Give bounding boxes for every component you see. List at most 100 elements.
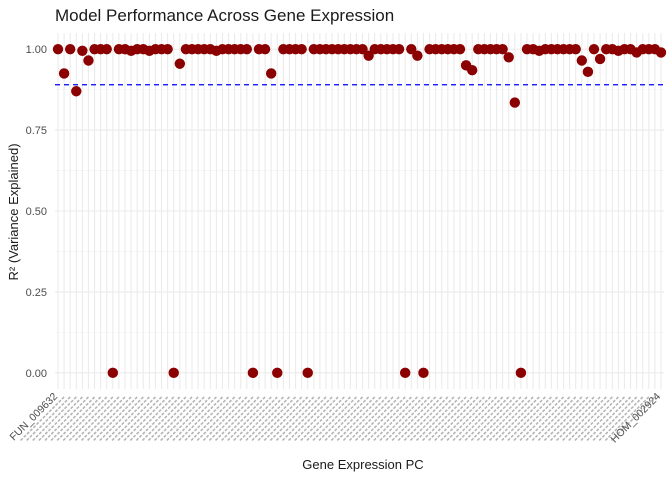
x-tick-label-glyphs <box>110 396 157 442</box>
x-tick-label-glyphs <box>92 396 138 442</box>
data-point <box>58 68 70 79</box>
x-tick-label-glyphs <box>445 396 492 442</box>
x-tick-label-glyphs <box>299 396 345 442</box>
x-tick-label-glyphs <box>391 396 437 442</box>
x-tick-label-glyphs <box>354 396 400 442</box>
x-tick-label-glyphs <box>458 396 504 442</box>
x-tick-label-glyphs <box>129 396 175 442</box>
data-point <box>83 55 94 66</box>
x-tick-label-glyphs <box>427 396 473 442</box>
x-tick-label-glyphs <box>135 396 181 442</box>
data-point <box>241 43 253 55</box>
x-tick-label-glyphs <box>190 396 236 442</box>
x-tick-label-glyphs <box>506 396 552 442</box>
x-tick-label-glyphs <box>555 396 601 442</box>
x-tick-label-glyphs <box>159 396 205 442</box>
x-tick-label-glyphs <box>153 396 199 442</box>
x-tick-label-glyphs <box>415 396 461 442</box>
x-tick-label-glyphs <box>512 396 559 442</box>
x-tick-label-glyphs <box>518 396 565 442</box>
x-tick-label-glyphs <box>464 396 510 442</box>
x-tick-label-glyphs <box>336 396 382 442</box>
x-tick-label-glyphs <box>324 396 370 442</box>
data-point <box>393 43 405 55</box>
data-point <box>570 43 581 55</box>
data-point <box>168 367 179 379</box>
grid <box>55 33 664 389</box>
data-point <box>162 43 173 55</box>
data-point <box>302 367 313 379</box>
x-tick-label-glyphs <box>214 396 260 442</box>
y-axis-title: R² (Variance Explained) <box>6 143 21 280</box>
data-point <box>174 58 186 69</box>
data-point <box>576 55 588 66</box>
data-point <box>503 52 514 63</box>
x-tick-label-glyphs <box>348 396 394 442</box>
y-tick-label: 0.25 <box>26 287 47 299</box>
data-point <box>64 43 76 55</box>
x-tick-label-glyphs <box>360 396 406 442</box>
data-point <box>582 66 594 78</box>
x-tick-label-glyphs <box>171 396 217 442</box>
x-tick-label-glyphs <box>317 396 364 442</box>
x-tick-label-glyphs <box>311 396 358 442</box>
x-tick-label-glyphs <box>68 396 114 442</box>
x-axis-title: Gene Expression PC <box>302 457 423 472</box>
x-tick-label-glyphs <box>421 396 467 442</box>
x-tick-label-glyphs <box>384 396 431 442</box>
data-point <box>655 47 667 58</box>
x-tick-label-glyphs <box>37 396 83 442</box>
x-tick-label-glyphs <box>116 396 163 442</box>
x-tick-label-glyphs <box>531 396 577 442</box>
x-tick-label-glyphs <box>476 396 522 442</box>
x-tick-label-glyphs <box>56 396 102 442</box>
x-tick-label-glyphs <box>232 396 278 442</box>
x-tick-label-glyphs <box>573 396 619 442</box>
data-point <box>509 97 521 108</box>
x-tick-label-glyphs <box>305 396 351 442</box>
x-tick-label-glyphs <box>579 396 626 442</box>
data-point <box>52 43 64 55</box>
x-tick-label-glyphs <box>610 396 656 442</box>
x-tick-label-glyphs <box>439 396 485 442</box>
data-point <box>466 65 478 76</box>
x-tick-label-glyphs <box>123 396 169 442</box>
x-tick-label-glyphs <box>451 396 498 442</box>
x-tick-label-glyphs <box>25 396 71 442</box>
x-tick-label-glyphs <box>269 396 315 442</box>
x-tick-label-glyphs <box>62 396 108 442</box>
x-tick-label-glyphs <box>74 396 120 442</box>
data-point <box>259 43 271 55</box>
y-tick-label: 0.50 <box>26 206 47 218</box>
x-tick-label-glyphs <box>488 396 534 442</box>
x-tick-label-glyphs <box>482 396 528 442</box>
x-tick-label-glyphs <box>98 396 144 442</box>
x-tick-label-glyphs <box>86 396 132 442</box>
x-tick-label-glyphs <box>287 396 333 442</box>
x-tick-label-glyphs <box>330 396 376 442</box>
data-point <box>399 367 411 379</box>
x-tick-label-glyphs <box>598 396 644 442</box>
x-tick-label-glyphs <box>147 396 193 442</box>
x-tick-label-glyphs <box>366 396 412 442</box>
x-tick-label-glyphs <box>561 396 607 442</box>
data-point <box>107 367 119 379</box>
x-tick-label-glyphs <box>226 396 272 442</box>
x-tick-label-glyphs <box>196 396 242 442</box>
x-tick-label-glyphs <box>31 396 77 442</box>
x-tick-label-glyphs <box>470 396 516 442</box>
y-tick-label: 0.75 <box>26 125 47 137</box>
x-tick-label-glyphs <box>208 396 254 442</box>
x-tick-label-glyphs <box>141 396 187 442</box>
x-tick-label-glyphs <box>80 396 126 442</box>
data-point <box>418 367 429 379</box>
data-point <box>101 43 112 55</box>
x-tick-label-glyphs <box>244 396 291 442</box>
x-tick-label-glyphs <box>177 396 224 442</box>
x-tick-label-glyphs <box>202 396 248 442</box>
x-tick-label-glyphs <box>543 396 589 442</box>
x-tick-label-glyphs <box>250 396 297 442</box>
x-tick-label-glyphs <box>537 396 583 442</box>
x-tick-label-glyphs <box>220 396 266 442</box>
